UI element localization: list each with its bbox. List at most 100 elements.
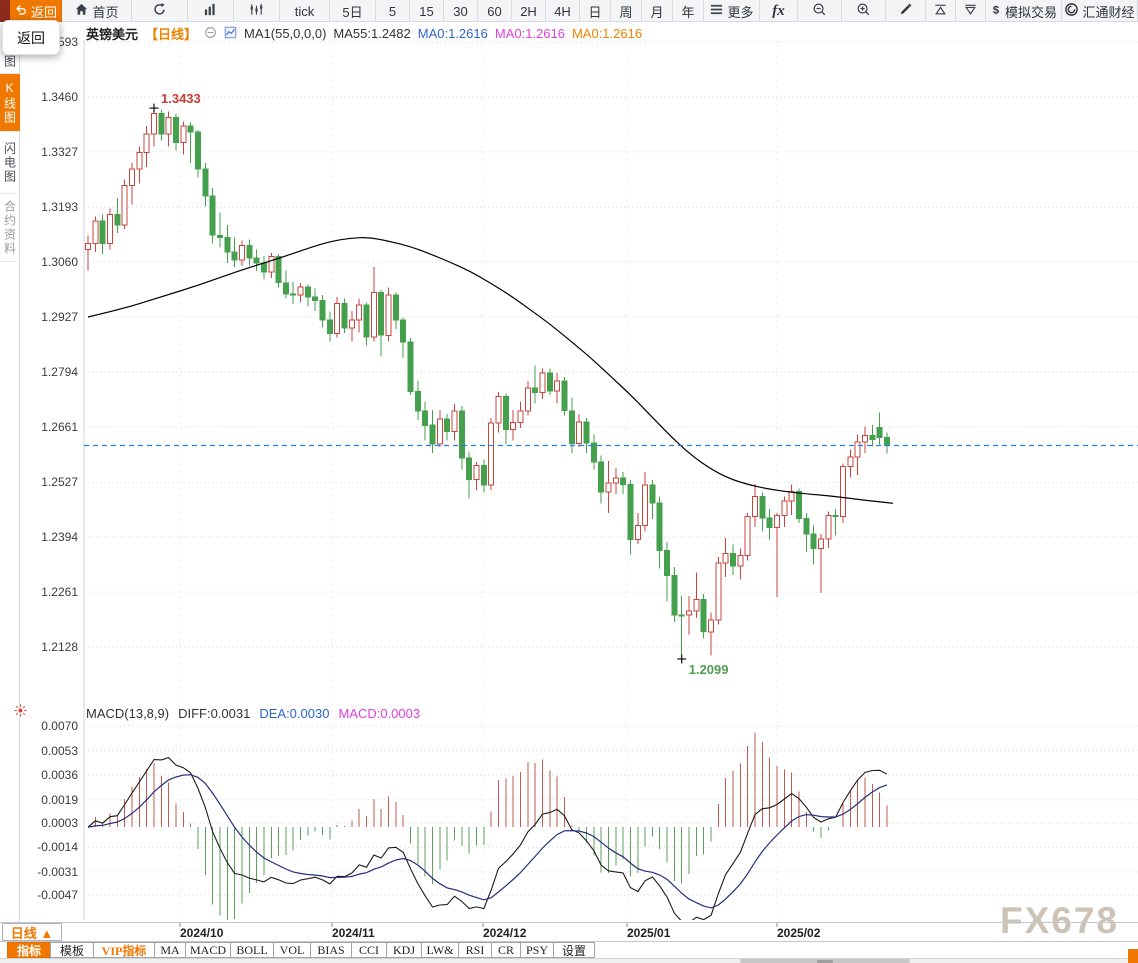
toolbar-refresh-button[interactable] xyxy=(132,0,188,22)
tab-bias[interactable]: BIAS xyxy=(310,942,352,958)
gridlines xyxy=(84,41,1138,896)
candle xyxy=(173,117,179,143)
macd-axis-label: 0.0053 xyxy=(41,743,78,758)
tab-settings[interactable]: 设置 xyxy=(553,942,595,958)
tab-psy[interactable]: PSY xyxy=(520,942,554,958)
candle xyxy=(334,302,341,334)
candle xyxy=(524,387,531,412)
candle xyxy=(85,243,91,251)
menu-icon xyxy=(709,2,724,20)
indicator-tabbar: 指标 模板 VIP指标 MA MACD BOLL VOL BIAS CCI KDJ LW& RSI CR… xyxy=(0,941,1138,958)
candle xyxy=(832,515,839,518)
toolbar-zoom-in-button[interactable] xyxy=(842,0,886,22)
period-selector-label: 日线 ▲ xyxy=(10,925,54,941)
toolbar-volume-style-button[interactable] xyxy=(234,0,280,22)
high-marker: 1.3433 xyxy=(149,91,201,113)
tab-boll[interactable]: BOLL xyxy=(230,942,274,958)
toolbar-formula-button[interactable]: fx xyxy=(760,0,798,22)
toolbar-period-5d-button[interactable]: 5日 xyxy=(330,0,376,22)
toolbar-period-year-button[interactable]: 年 xyxy=(673,0,704,22)
candle xyxy=(876,426,883,439)
candle xyxy=(458,410,465,459)
toolbar-period-2h-button[interactable]: 2H xyxy=(512,0,546,22)
ma-indicator-icon[interactable] xyxy=(224,26,237,42)
candle xyxy=(400,319,407,343)
tab-cr[interactable]: CR xyxy=(491,942,521,958)
toolbar-huitong-button[interactable]: 汇通财经 xyxy=(1062,0,1138,22)
toolbar-sim-trading-button[interactable]: $ 模拟交易 xyxy=(986,0,1062,22)
toolbar-period-day-button[interactable]: 日 xyxy=(580,0,611,22)
candle xyxy=(385,294,392,336)
toolbar-more-button[interactable]: 更多 xyxy=(704,0,760,22)
toolbar-tick-button[interactable]: tick xyxy=(280,0,330,22)
time-axis-divider xyxy=(0,922,1138,923)
sidebar-item-lightning-chart[interactable]: 闪电图 xyxy=(0,132,20,194)
ma-params-label: MA1(55,0,0,0) xyxy=(244,26,327,41)
toolbar-period-week-button[interactable]: 周 xyxy=(611,0,642,22)
sidebar-item-kline-chart[interactable]: K线图 xyxy=(0,74,20,132)
toolbar-period-month-button[interactable]: 月 xyxy=(642,0,673,22)
candle xyxy=(107,214,113,245)
toolbar-period-60-button[interactable]: 60 xyxy=(478,0,512,22)
candle xyxy=(275,256,282,284)
tab-cci[interactable]: CCI xyxy=(351,942,387,958)
candle xyxy=(422,410,429,426)
candle xyxy=(466,457,473,480)
dea-value: DEA:0.0030 xyxy=(259,706,330,721)
toolbar-period-4h-button[interactable]: 4H xyxy=(546,0,580,22)
tab-rsi[interactable]: RSI xyxy=(458,942,492,958)
toolbar-new-high-button[interactable] xyxy=(926,0,956,22)
toolbar-draw-button[interactable] xyxy=(886,0,926,22)
tab-lwr[interactable]: LW& xyxy=(421,942,459,958)
tab-macd[interactable]: MACD xyxy=(185,942,231,958)
toolbar-period-15-button[interactable]: 15 xyxy=(410,0,444,22)
tab-kdj[interactable]: KDJ xyxy=(386,942,422,958)
candle xyxy=(781,500,788,516)
price-axis-label: 1.3193 xyxy=(41,200,78,215)
candle xyxy=(678,614,685,617)
indicator-settings-icon[interactable] xyxy=(13,703,28,723)
tab-templates[interactable]: 模板 xyxy=(50,942,94,958)
candle xyxy=(502,396,509,430)
toolbar-zoom-out-button[interactable] xyxy=(798,0,842,22)
tab-vol[interactable]: VOL xyxy=(273,942,311,958)
toolbar-kline-style-button[interactable] xyxy=(188,0,234,22)
tab-indicators[interactable]: 指标 xyxy=(7,942,51,958)
toolbar-home-button[interactable]: 首页 xyxy=(62,0,132,22)
candle xyxy=(649,484,656,504)
sidebar-item-contract-info[interactable]: 合约资料 xyxy=(0,194,20,262)
svg-text:1.2099: 1.2099 xyxy=(689,662,729,677)
candle xyxy=(297,286,304,296)
tab-vip-indicators[interactable]: VIP指标 xyxy=(93,942,155,958)
candle xyxy=(253,257,260,264)
window-edge-strip xyxy=(0,0,10,22)
corner-button[interactable] xyxy=(1128,949,1138,963)
toolbar-period-15-label: 15 xyxy=(419,3,434,19)
toolbar-period-60-label: 60 xyxy=(487,3,502,19)
tab-ma[interactable]: MA xyxy=(154,942,186,958)
time-axis-label: 2025/02 xyxy=(777,926,821,940)
toolbar-more-label: 更多 xyxy=(727,4,754,20)
candle xyxy=(341,302,348,329)
time-axis-label: 2024/10 xyxy=(180,926,224,940)
toolbar-period-30-label: 30 xyxy=(453,3,468,19)
ma55-line xyxy=(87,237,894,504)
candle xyxy=(407,341,414,392)
toolbar-new-low-button[interactable] xyxy=(956,0,986,22)
svg-text:1.3433: 1.3433 xyxy=(161,91,201,106)
candle xyxy=(561,380,568,412)
horizontal-scrollbar[interactable] xyxy=(0,958,1138,963)
period-selector[interactable]: 日线 ▲ xyxy=(2,923,62,941)
scrollbar-thumb[interactable] xyxy=(740,959,910,963)
toolbar-back-button[interactable]: 返回 xyxy=(0,0,62,22)
dea-line xyxy=(87,774,888,909)
candle xyxy=(473,465,480,480)
candle xyxy=(202,168,209,197)
toolbar-period-30-button[interactable]: 30 xyxy=(444,0,478,22)
toolbar-period-5-button[interactable]: 5 xyxy=(376,0,410,22)
candle xyxy=(143,133,150,154)
candle xyxy=(378,291,385,336)
chart-settings-icon[interactable] xyxy=(204,26,217,42)
toolbar-home-label: 首页 xyxy=(92,4,119,20)
